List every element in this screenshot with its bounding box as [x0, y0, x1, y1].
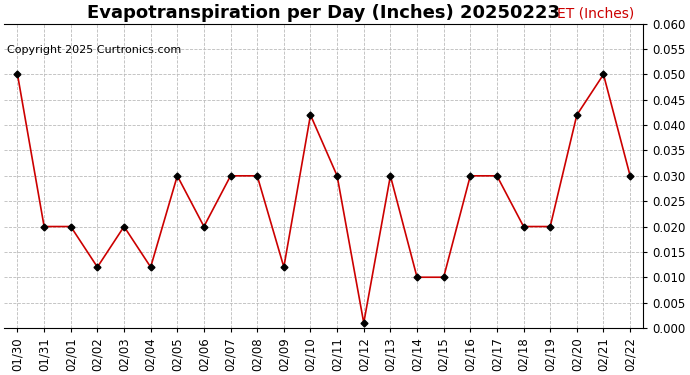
Title: Evapotranspiration per Day (Inches) 20250223: Evapotranspiration per Day (Inches) 2025…: [88, 4, 560, 22]
Text: Copyright 2025 Curtronics.com: Copyright 2025 Curtronics.com: [7, 45, 181, 55]
Text: ET (Inches): ET (Inches): [557, 7, 634, 21]
